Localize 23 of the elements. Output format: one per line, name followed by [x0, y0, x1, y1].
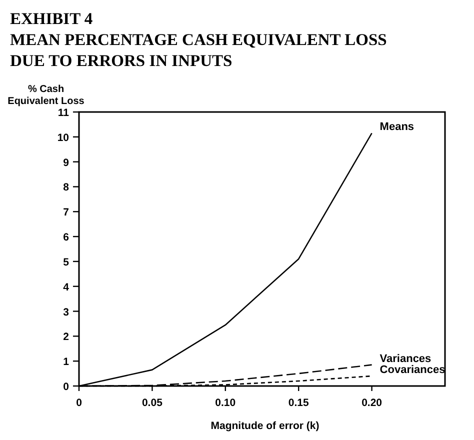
x-tick-label: 0.10	[215, 397, 236, 409]
y-tick-label: 6	[63, 232, 70, 244]
series-label: Means	[380, 121, 414, 134]
y-tick-label: 10	[57, 132, 70, 144]
chart-title: EXHIBIT 4 MEAN PERCENTAGE CASH EQUIVALENT LOSS DUE TO ERRORS IN INPUTS	[10, 9, 387, 70]
y-tick-label: 7	[63, 206, 70, 219]
y-tick-label: 8	[63, 182, 70, 194]
x-axis-title: Magnitude of error (k)	[210, 420, 320, 432]
x-tick-label: 0.20	[362, 397, 382, 409]
x-tick-label: 0	[76, 397, 82, 409]
y-tick-label: 3	[63, 306, 70, 318]
y-tick-label: 4	[63, 281, 70, 294]
y-tick-label: 2	[63, 331, 70, 344]
x-tick-label: 0.05	[142, 397, 163, 409]
x-tick-label: 0.15	[288, 397, 309, 409]
y-tick-label: 5	[63, 256, 70, 268]
series-label: Variances	[380, 352, 432, 365]
y-tick-label: 1	[63, 356, 70, 368]
y-tick-label: 9	[63, 156, 70, 169]
series-label: Covariances	[380, 364, 446, 376]
y-axis-title: % Cash Equivalent Loss	[8, 84, 85, 107]
y-tick-label: 11	[58, 107, 70, 119]
y-tick-label: 0	[63, 381, 70, 393]
